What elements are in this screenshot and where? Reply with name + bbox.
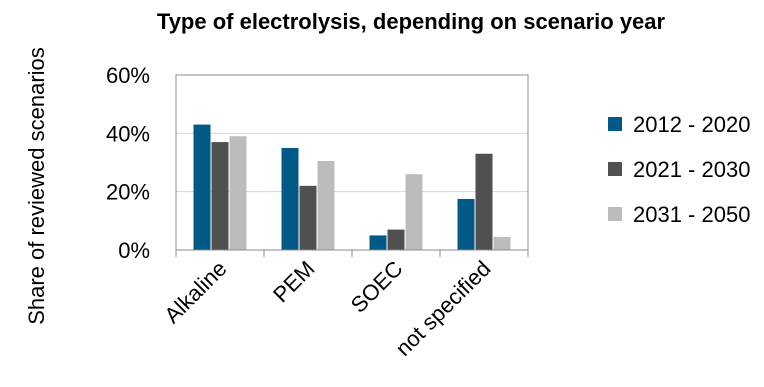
y-tick-label: 60% <box>106 63 150 88</box>
legend: 2012 - 2020 2021 - 2030 2031 - 2050 <box>608 112 750 227</box>
bar <box>299 185 317 250</box>
y-tick-label: 0% <box>118 238 150 263</box>
bar <box>211 142 229 250</box>
y-tick-labels: 0% 20% 40% 60% <box>106 63 150 263</box>
y-axis-label: Share of reviewed scenarios <box>24 47 49 325</box>
legend-swatch <box>608 117 622 131</box>
bar <box>387 229 405 250</box>
bar <box>229 136 247 250</box>
plot-area-border <box>175 74 529 251</box>
y-tick-label: 20% <box>106 180 150 205</box>
legend-swatch <box>608 207 622 221</box>
legend-label: 2012 - 2020 <box>633 112 750 137</box>
bars <box>193 124 511 250</box>
legend-label: 2031 - 2050 <box>633 202 750 227</box>
bar <box>405 174 423 250</box>
bar <box>317 161 335 250</box>
category-label: PEM <box>268 256 319 307</box>
category-label: Alkaline <box>159 256 231 328</box>
bar <box>493 236 511 250</box>
bar <box>369 235 387 250</box>
x-axis <box>175 249 529 257</box>
legend-label: 2021 - 2030 <box>633 157 750 182</box>
bar <box>193 124 211 250</box>
legend-swatch <box>608 162 622 176</box>
category-label: not specified <box>391 256 496 361</box>
category-label: SOEC <box>346 256 408 318</box>
chart-title: Type of electrolysis, depending on scena… <box>157 9 666 34</box>
bar <box>457 198 475 250</box>
bar <box>281 147 299 250</box>
bar <box>475 153 493 250</box>
y-tick-label: 40% <box>106 121 150 146</box>
gridlines <box>176 132 528 193</box>
